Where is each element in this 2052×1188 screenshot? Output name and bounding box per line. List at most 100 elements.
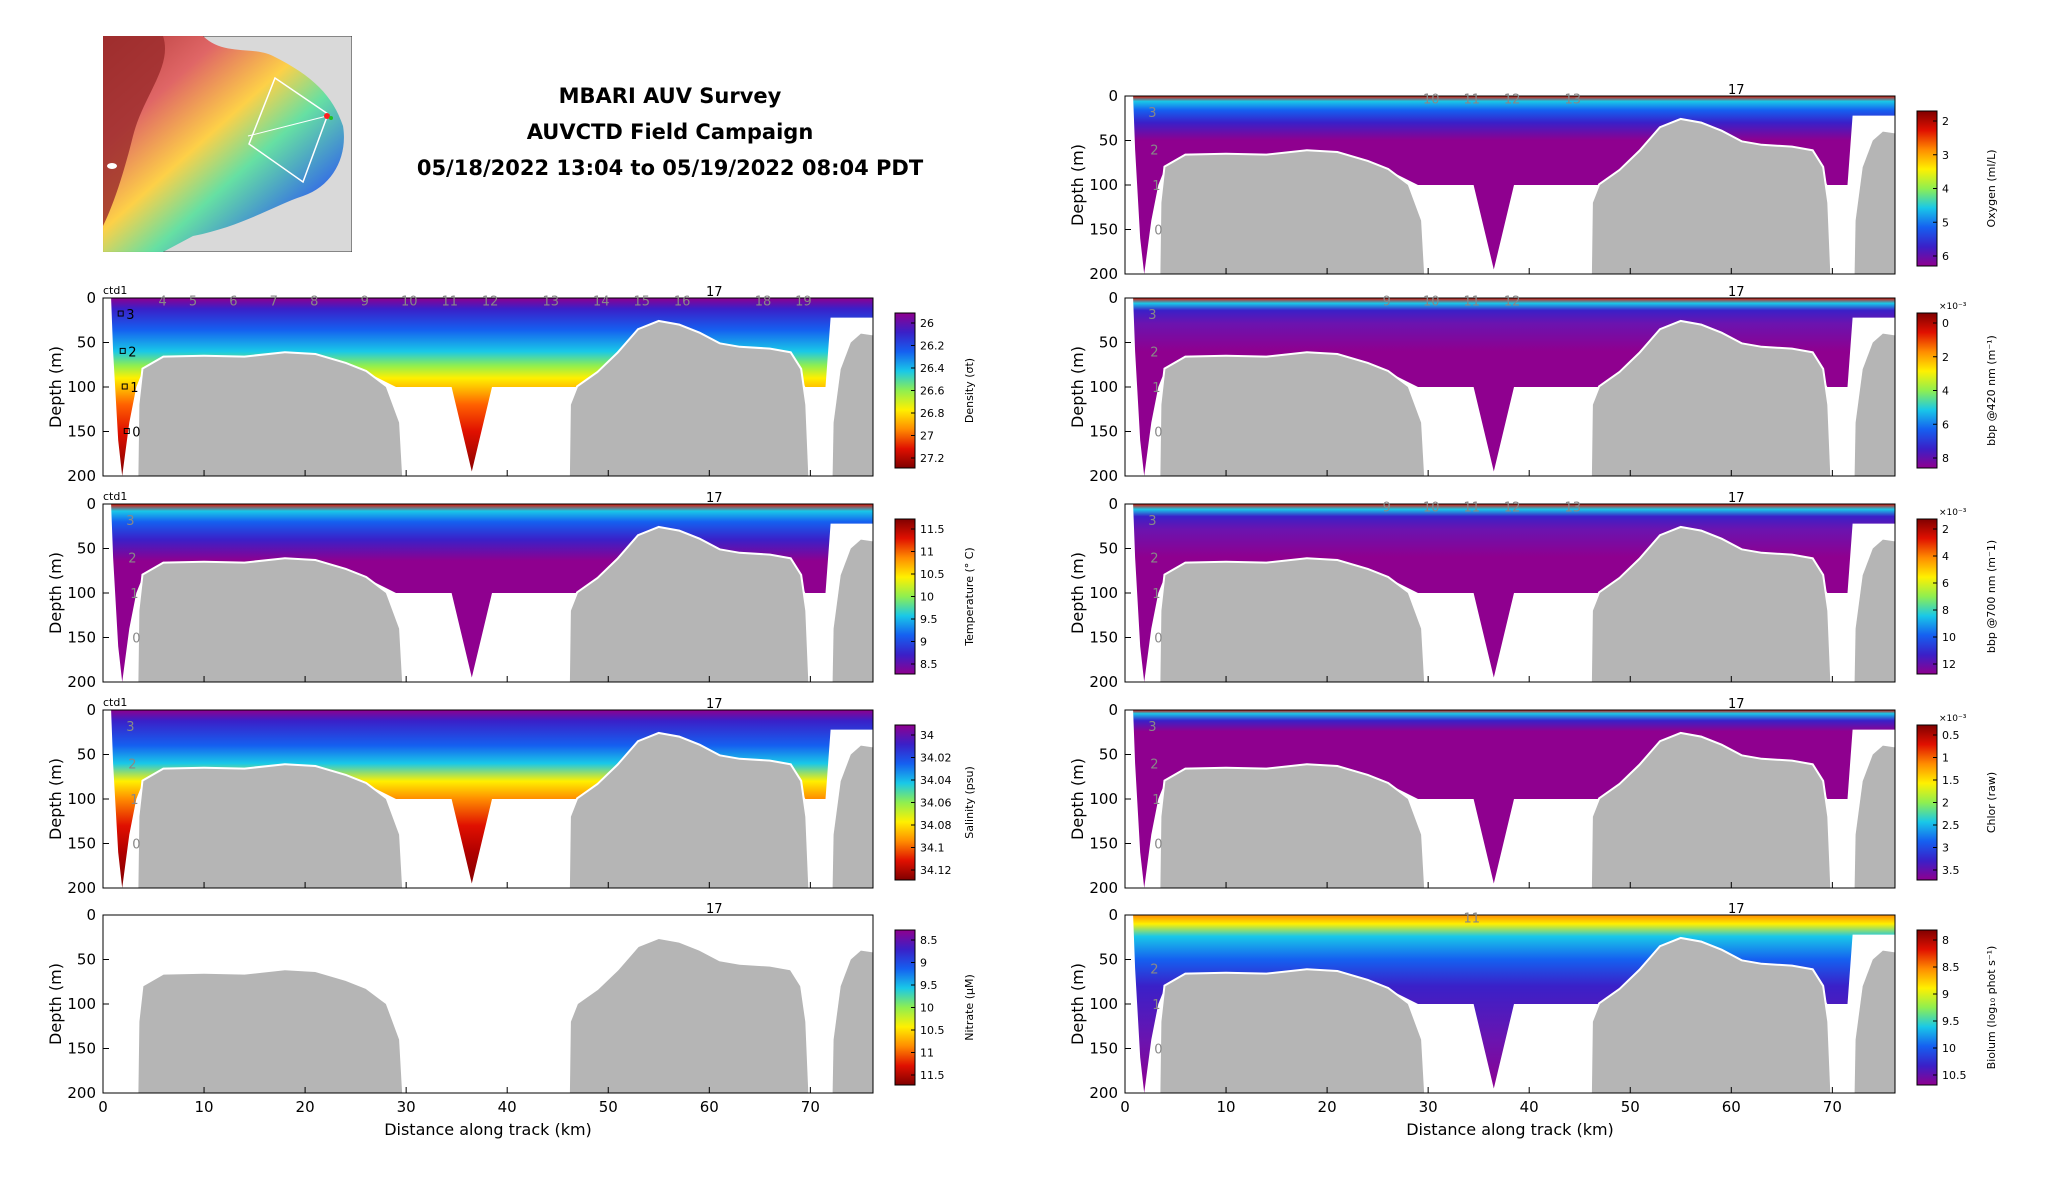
colorbar-tick-label: 2 xyxy=(1942,523,1949,536)
colorbar-tick-label: 10 xyxy=(920,591,934,604)
terrain-2 xyxy=(1854,333,1895,476)
colorbar-tick-label: 2 xyxy=(1942,115,1949,128)
terrain-2 xyxy=(1854,539,1895,682)
y-tick-label: 0 xyxy=(1108,87,1118,105)
y-tick-label: 100 xyxy=(67,378,96,396)
y-tick-label: 50 xyxy=(1099,132,1118,150)
colorbar-biolum xyxy=(1916,929,1938,1086)
colorbar-tick-label: 11 xyxy=(920,1047,934,1060)
x-tick-label: 0 xyxy=(1120,1098,1130,1116)
y-tick-label: 0 xyxy=(86,906,96,924)
colorbar-exponent: ×10⁻³ xyxy=(1939,508,1967,518)
colorbar-tick-label: 10.5 xyxy=(1942,1069,1967,1082)
colorbar-tick-label: 4 xyxy=(1942,385,1949,398)
colorbar-tick-label: 10 xyxy=(920,1002,934,1015)
colorbar-label: Temperature (° C) xyxy=(963,547,976,646)
colorbar-tick-label: 8.5 xyxy=(920,934,938,947)
x-tick-label: 30 xyxy=(1419,1098,1438,1116)
y-tick-label: 150 xyxy=(67,423,96,441)
x-tick-label: 50 xyxy=(599,1098,618,1116)
colorbar-exponent: ×10⁻³ xyxy=(1939,302,1967,312)
station-label: 13 xyxy=(1565,501,1582,516)
colorbar-tick-label: 34.12 xyxy=(920,864,952,877)
colorbar-tick-label: 8 xyxy=(1942,604,1949,617)
y-tick-label: 200 xyxy=(1089,467,1118,485)
y-axis-label: Depth (m) xyxy=(1068,963,1087,1045)
terrain-0 xyxy=(1160,559,1425,682)
station-label: 3 xyxy=(126,514,134,529)
station-label: 17 xyxy=(1728,285,1745,300)
y-tick-label: 100 xyxy=(67,995,96,1013)
station-label: 10 xyxy=(401,295,418,310)
station-label: 0 xyxy=(1154,224,1162,239)
y-tick-label: 50 xyxy=(77,746,96,764)
x-tick-label: 70 xyxy=(801,1098,820,1116)
colorbar-tick-label: 9.5 xyxy=(1942,1015,1960,1028)
terrain-1 xyxy=(569,322,809,476)
y-tick-label: 50 xyxy=(77,540,96,558)
station-label: 0 xyxy=(1154,1043,1162,1058)
colorbar-tick-label: 6 xyxy=(1942,577,1949,590)
x-axis-label: Distance along track (km) xyxy=(384,1120,592,1139)
data-field-bbp700 xyxy=(1133,504,1895,682)
colorbar-tick-label: 9.5 xyxy=(920,979,938,992)
terrain-0 xyxy=(138,353,403,476)
station-label: 9 xyxy=(1383,295,1391,310)
station-label: 12 xyxy=(1504,93,1521,108)
data-field-temperature xyxy=(111,504,874,682)
station-label: 9 xyxy=(361,295,369,310)
colorbar-tick-label: 3 xyxy=(1942,842,1949,855)
y-axis-label: Depth (m) xyxy=(1068,144,1087,226)
terrain-1 xyxy=(1591,528,1831,682)
colorbar-tick-label: 3 xyxy=(1942,149,1949,162)
y-tick-label: 150 xyxy=(67,835,96,853)
colorbar-tick-label: 34.1 xyxy=(920,842,945,855)
station-label: 16 xyxy=(674,295,691,310)
terrain-2 xyxy=(832,745,873,888)
terrain-0 xyxy=(138,765,403,888)
y-tick-label: 50 xyxy=(1099,951,1118,969)
station-label: 13 xyxy=(543,295,560,310)
y-tick-label: 100 xyxy=(1089,378,1118,396)
station-label: 17 xyxy=(1728,491,1745,506)
y-tick-label: 100 xyxy=(1089,995,1118,1013)
station-marker xyxy=(123,428,130,434)
terrain-1 xyxy=(1591,120,1831,274)
x-tick-label: 20 xyxy=(296,1098,315,1116)
y-tick-label: 150 xyxy=(1089,629,1118,647)
colorbar-tick-label: 2 xyxy=(1942,351,1949,364)
x-tick-label: 10 xyxy=(195,1098,214,1116)
terrain-0 xyxy=(1160,970,1425,1093)
y-tick-label: 0 xyxy=(1108,495,1118,513)
station-label: 3 xyxy=(1148,720,1156,735)
colorbar-tick-label: 2.5 xyxy=(1942,819,1960,832)
y-axis-label: Depth (m) xyxy=(1068,758,1087,840)
y-tick-label: 150 xyxy=(67,629,96,647)
y-tick-label: 200 xyxy=(67,467,96,485)
station-label: 12 xyxy=(482,295,499,310)
x-tick-label: 40 xyxy=(1520,1098,1539,1116)
colorbar-label: Biolum (log₁₀ phot s⁻¹) xyxy=(1985,946,1998,1070)
y-tick-label: 200 xyxy=(67,1084,96,1102)
y-axis-label: Depth (m) xyxy=(1068,346,1087,428)
colorbar-tick-label: 11.5 xyxy=(920,523,945,536)
colorbar-tick-label: 26 xyxy=(920,317,934,330)
colorbar-tick-label: 26.6 xyxy=(920,385,945,398)
colorbar-label: bbp @420 nm (m⁻¹) xyxy=(1985,335,1998,446)
panel-tag: ctd1 xyxy=(103,696,127,709)
station-label: 17 xyxy=(706,285,723,300)
colorbar-tick-label: 26.4 xyxy=(920,362,945,375)
terrain-0 xyxy=(138,559,403,682)
colorbar-tick-label: 6 xyxy=(1942,250,1949,263)
colorbar-tick-label: 26.2 xyxy=(920,340,945,353)
station-label: 11 xyxy=(1463,501,1480,516)
y-tick-label: 200 xyxy=(1089,673,1118,691)
y-tick-label: 200 xyxy=(67,673,96,691)
y-tick-label: 0 xyxy=(1108,701,1118,719)
station-label: 11 xyxy=(1463,93,1480,108)
